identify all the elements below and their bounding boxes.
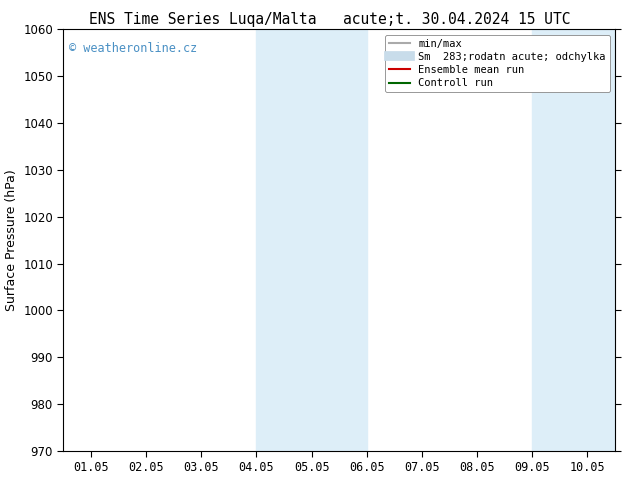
Bar — [533, 29, 588, 451]
Legend: min/max, Sm  283;rodatn acute; odchylka, Ensemble mean run, Controll run: min/max, Sm 283;rodatn acute; odchylka, … — [385, 35, 610, 92]
Text: ENS Time Series Luqa/Malta: ENS Time Series Luqa/Malta — [89, 12, 316, 27]
Bar — [312, 29, 367, 451]
Text: © weatheronline.cz: © weatheronline.cz — [69, 42, 197, 55]
Bar — [588, 29, 615, 451]
Bar — [256, 29, 312, 451]
Y-axis label: Surface Pressure (hPa): Surface Pressure (hPa) — [4, 169, 18, 311]
Text: acute;t. 30.04.2024 15 UTC: acute;t. 30.04.2024 15 UTC — [343, 12, 570, 27]
